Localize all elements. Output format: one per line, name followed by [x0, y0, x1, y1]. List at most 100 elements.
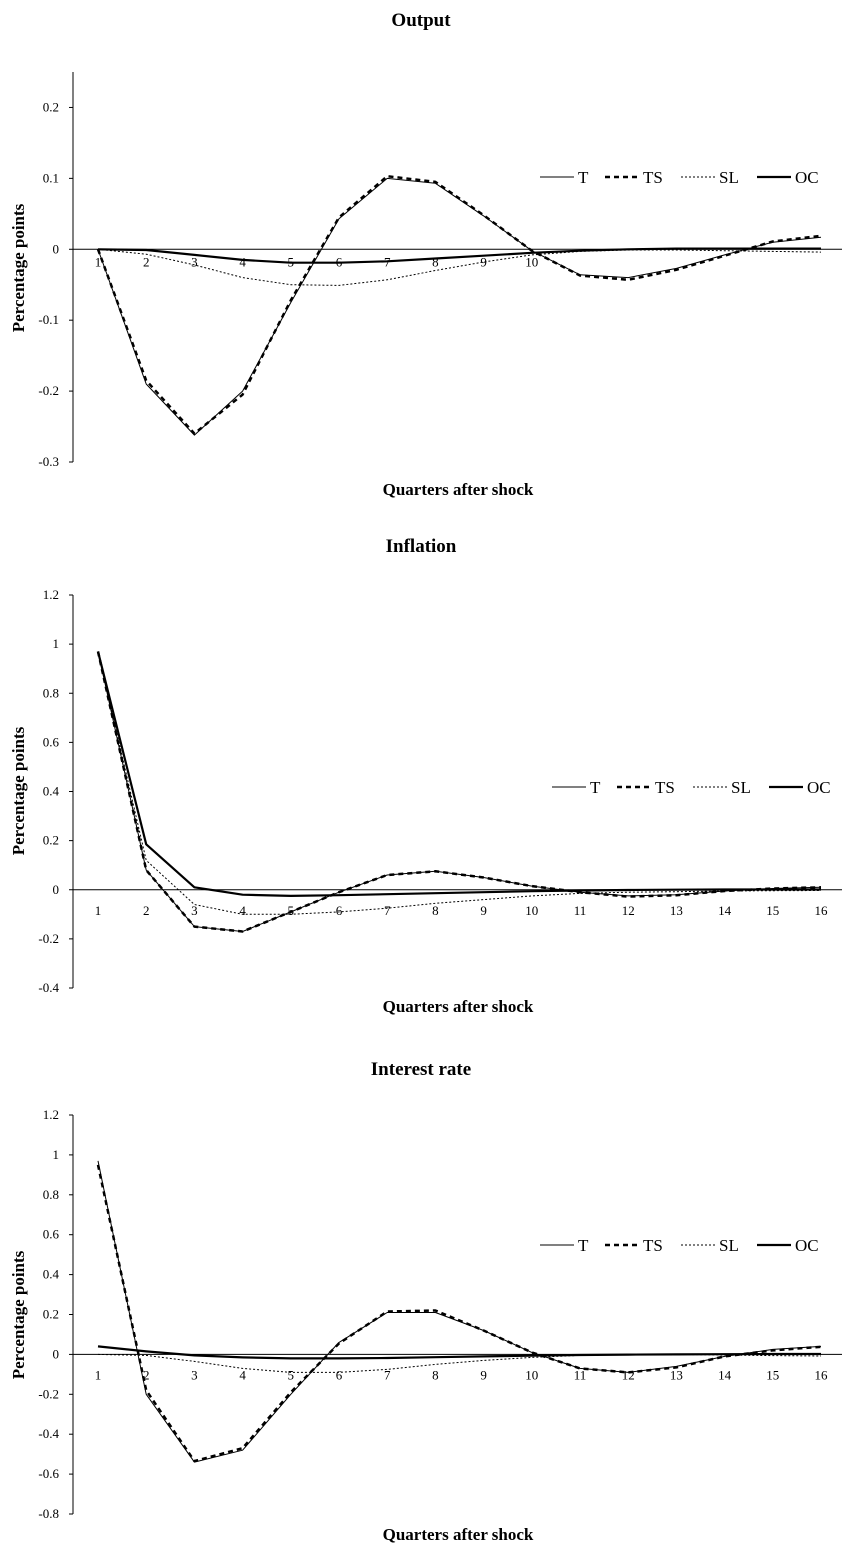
y-tick-label: -0.4 — [38, 980, 59, 995]
legend-label-sl: SL — [719, 1236, 739, 1255]
x-tick-label: 10 — [525, 903, 538, 918]
y-tick-label: 1.2 — [43, 1107, 59, 1122]
x-tick-label: 5 — [288, 903, 295, 918]
chart-title: Output — [391, 10, 451, 31]
x-tick-label: 15 — [766, 903, 779, 918]
y-tick-label: 0 — [53, 241, 60, 256]
series-line-sl — [97, 248, 822, 286]
legend-label-sl: SL — [731, 778, 751, 797]
x-tick-label: 7 — [384, 1367, 391, 1382]
y-tick-label: 0.4 — [43, 784, 60, 799]
series-line-ts — [96, 1164, 822, 1463]
x-tick-label: 7 — [384, 903, 391, 918]
y-tick-label: -0.4 — [38, 1426, 59, 1441]
x-tick-label: 9 — [480, 254, 487, 269]
series-line-oc — [97, 1345, 821, 1360]
series-line-sl — [97, 651, 822, 915]
legend-label-ts: TS — [655, 778, 675, 797]
x-tick-label: 3 — [191, 1367, 198, 1382]
series-line-t — [97, 1160, 822, 1463]
x-tick-label: 1 — [95, 254, 102, 269]
x-tick-label: 6 — [336, 1367, 343, 1382]
y-tick-label: -0.8 — [38, 1506, 59, 1521]
legend-label-oc: OC — [795, 168, 819, 187]
series-line-oc — [97, 247, 821, 264]
legend-label-oc: OC — [795, 1236, 819, 1255]
y-tick-label: -0.2 — [38, 383, 59, 398]
y-tick-label: 0.8 — [43, 1187, 59, 1202]
x-tick-label: 9 — [480, 903, 487, 918]
x-tick-label: 10 — [525, 254, 538, 269]
legend-label-t: T — [578, 168, 589, 187]
legend-label-oc: OC — [807, 778, 831, 797]
y-tick-label: 1.2 — [43, 587, 59, 602]
y-tick-label: 1 — [53, 636, 60, 651]
x-tick-label: 16 — [815, 1367, 829, 1382]
x-axis-title: Quarters after shock — [383, 997, 534, 1016]
x-tick-label: 13 — [670, 903, 683, 918]
x-tick-label: 13 — [670, 1367, 683, 1382]
chart-title: Interest rate — [371, 1059, 471, 1080]
x-tick-label: 4 — [239, 1367, 246, 1382]
y-tick-label: 0.4 — [43, 1267, 60, 1282]
y-tick-label: 0.6 — [43, 734, 60, 749]
x-tick-label: 2 — [143, 1367, 150, 1382]
legend-label-sl: SL — [719, 168, 739, 187]
y-tick-label: 0.2 — [43, 833, 59, 848]
y-axis-title: Percentage points — [9, 726, 28, 855]
x-tick-label: 8 — [432, 1367, 439, 1382]
y-tick-label: -0.2 — [38, 1386, 59, 1401]
x-axis-title: Quarters after shock — [383, 480, 534, 499]
y-tick-label: -0.2 — [38, 931, 59, 946]
series-line-oc — [96, 651, 821, 897]
x-tick-label: 1 — [95, 903, 102, 918]
x-tick-label: 15 — [766, 1367, 779, 1382]
y-tick-label: 0.6 — [43, 1227, 60, 1242]
y-tick-label: -0.1 — [38, 312, 59, 327]
x-tick-label: 4 — [239, 903, 246, 918]
y-tick-label: 0.2 — [43, 99, 59, 114]
y-tick-label: 0.1 — [43, 170, 59, 185]
legend-label-ts: TS — [643, 1236, 663, 1255]
y-axis-title: Percentage points — [9, 1250, 28, 1379]
x-axis-title: Quarters after shock — [383, 1525, 534, 1544]
x-tick-label: 3 — [191, 903, 198, 918]
x-tick-label: 1 — [95, 1367, 102, 1382]
line-chart: Interest rate 1.2 1 0.8 0.6 0.4 0.2 0 -0.2 -0.4 -0… — [9, 1059, 842, 1544]
y-tick-label: 0.2 — [43, 1307, 59, 1322]
y-tick-label: 0 — [53, 882, 60, 897]
x-tick-label: 11 — [574, 903, 587, 918]
x-tick-label: 14 — [718, 1367, 732, 1382]
x-tick-label: 10 — [525, 1367, 538, 1382]
x-tick-label: 12 — [622, 1367, 635, 1382]
y-tick-label: 0 — [53, 1346, 60, 1361]
legend-label-t: T — [578, 1236, 589, 1255]
legend-label-ts: TS — [643, 168, 663, 187]
legend-label-t: T — [590, 778, 601, 797]
series-line-ts — [96, 174, 822, 435]
x-tick-label: 9 — [480, 1367, 487, 1382]
x-tick-label: 2 — [143, 254, 150, 269]
y-tick-label: -0.6 — [38, 1466, 59, 1481]
y-axis-title: Percentage points — [9, 203, 28, 332]
x-tick-label: 8 — [432, 903, 439, 918]
x-tick-label: 5 — [288, 1367, 295, 1382]
series-line-t — [97, 651, 822, 932]
x-tick-label: 16 — [815, 903, 829, 918]
x-tick-label: 4 — [239, 254, 246, 269]
x-tick-label: 14 — [718, 903, 732, 918]
y-tick-label: -0.3 — [38, 454, 59, 469]
x-tick-label: 12 — [622, 903, 635, 918]
series-line-t — [97, 177, 822, 436]
x-tick-label: 6 — [336, 903, 343, 918]
x-tick-label: 8 — [432, 254, 439, 269]
chart-title: Inflation — [386, 536, 457, 557]
x-tick-label: 3 — [191, 254, 198, 269]
y-tick-label: 1 — [53, 1147, 60, 1162]
x-tick-label: 11 — [574, 1367, 587, 1382]
y-tick-label: 0.8 — [43, 685, 59, 700]
x-tick-label: 2 — [143, 903, 150, 918]
